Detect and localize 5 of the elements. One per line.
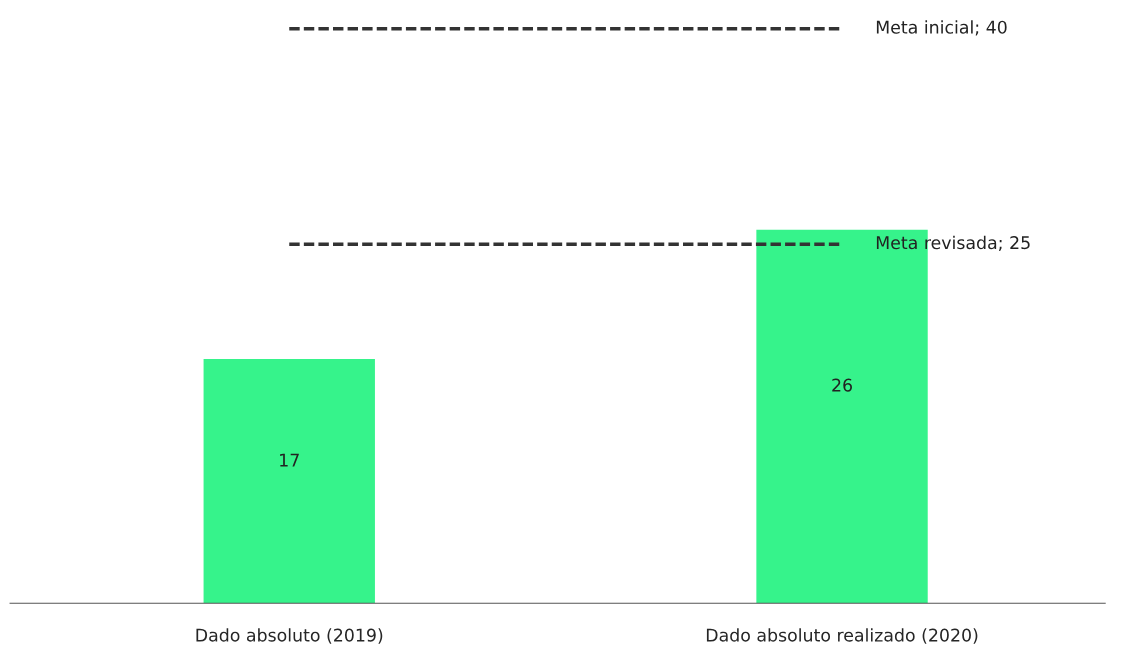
x-tick-label: Dado absoluto realizado (2020): [706, 628, 978, 644]
data-label: 17: [280, 453, 299, 467]
ref-line-label: Meta inicial; 40: [876, 20, 1007, 36]
data-label: 26: [832, 378, 852, 392]
x-tick-label: Dado absoluto (2019): [196, 628, 383, 644]
